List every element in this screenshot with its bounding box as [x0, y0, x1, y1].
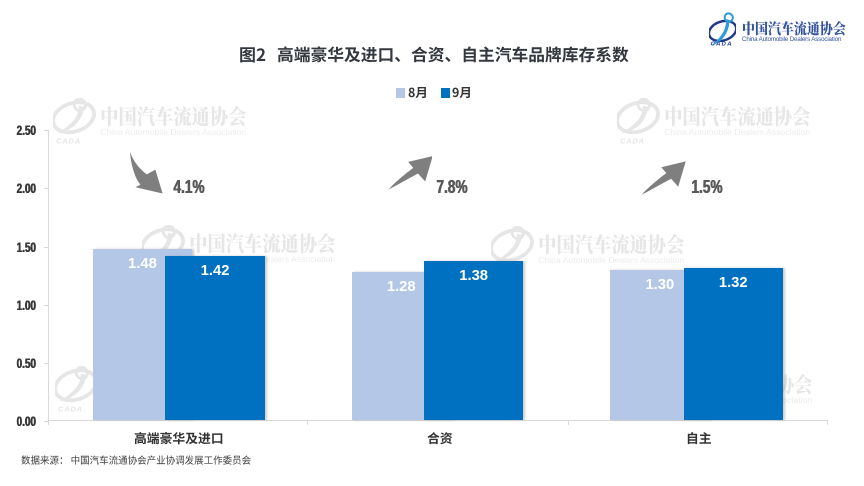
svg-text:China Automobile Dealers Assoc: China Automobile Dealers Association — [742, 36, 842, 43]
svg-text:CADA: CADA — [710, 41, 732, 45]
